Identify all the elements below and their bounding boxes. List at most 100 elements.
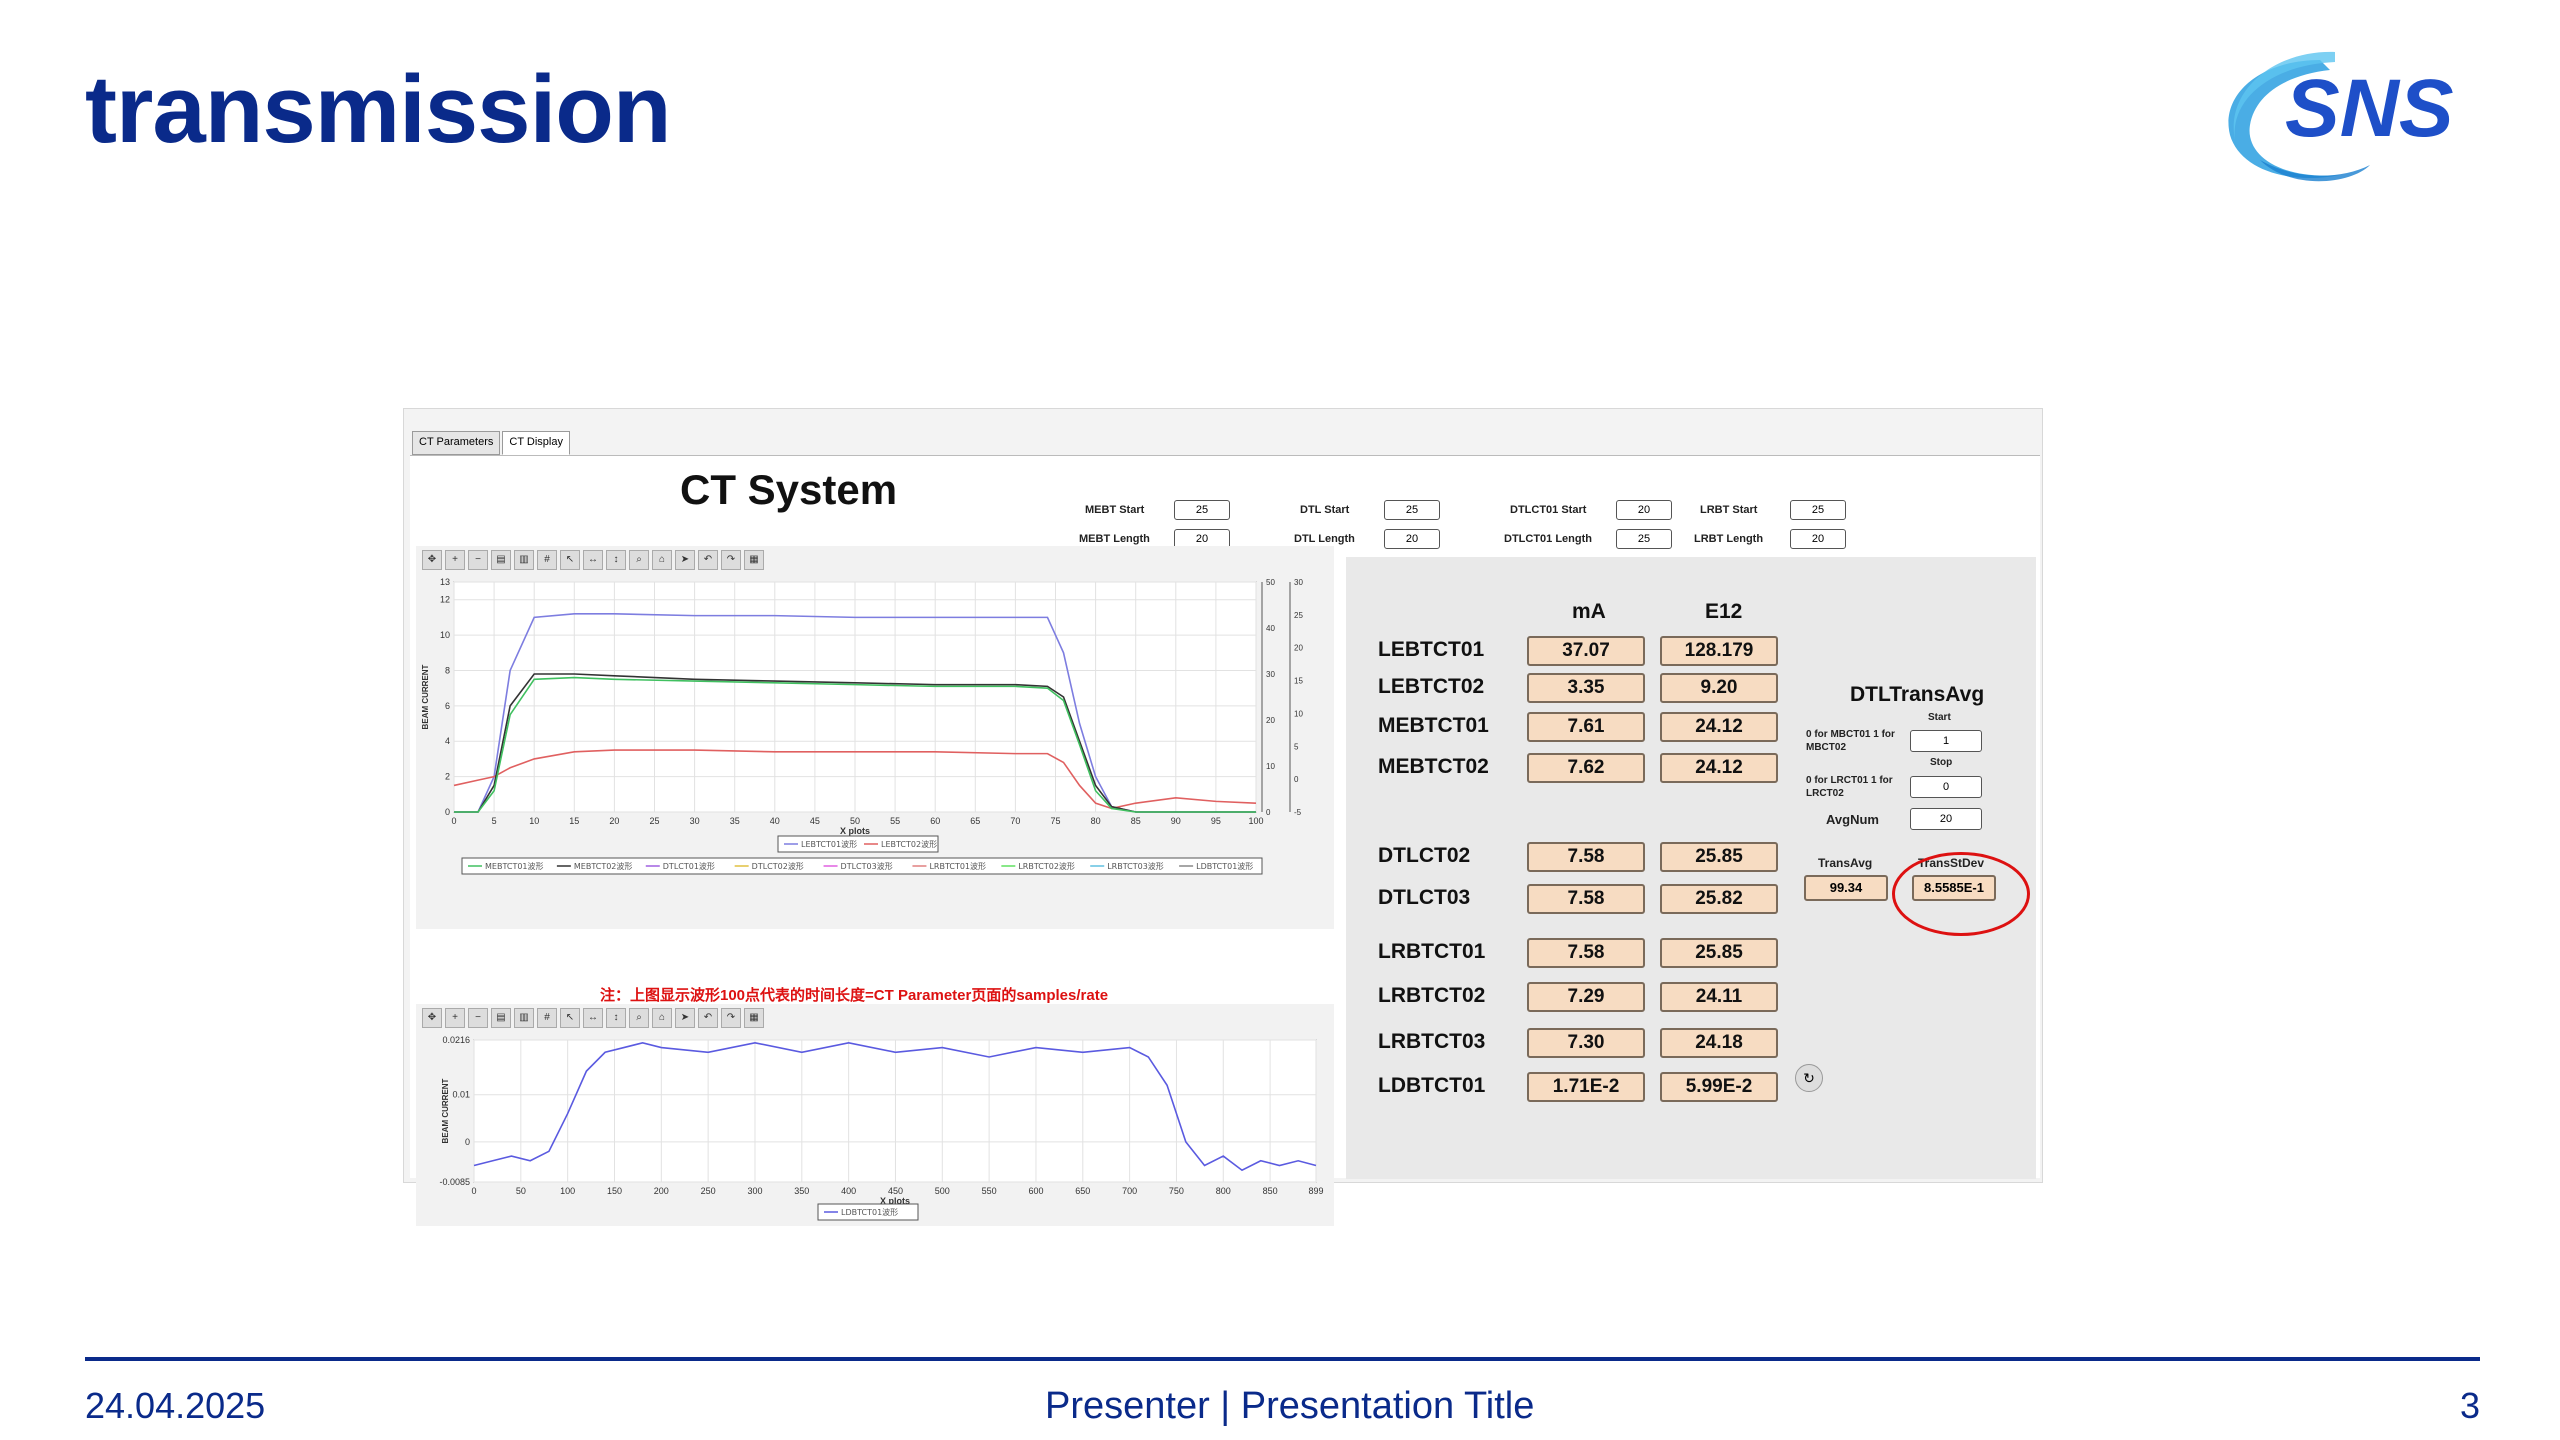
- save-icon[interactable]: ▤: [491, 1008, 511, 1028]
- dtlct01-start-field[interactable]: 20: [1616, 500, 1672, 520]
- y-axis-label: BEAM CURRENT: [441, 1078, 450, 1143]
- x-tick-label: 850: [1263, 1186, 1278, 1196]
- cursor-icon[interactable]: ↖: [560, 550, 580, 570]
- row-label-lrbtct01: LRBTCT01: [1378, 940, 1486, 963]
- tab-ct-display[interactable]: CT Display: [502, 431, 570, 455]
- right-tick-label: 5: [1294, 742, 1299, 751]
- e12-value-mebtct02: 24.12: [1660, 753, 1778, 783]
- ma-value-mebtct01: 7.61: [1527, 712, 1645, 742]
- y-axis-label: BEAM CURRENT: [421, 664, 430, 729]
- row-label-lrbtct02: LRBTCT02: [1378, 984, 1486, 1007]
- x-tick-label: 700: [1122, 1186, 1137, 1196]
- home-icon[interactable]: ⌂: [652, 550, 672, 570]
- legend-main-entry: LEBTCT02波形: [881, 839, 937, 849]
- pan-icon[interactable]: ✥: [422, 1008, 442, 1028]
- legend-secondary-entry: LRBTCT03波形: [1107, 861, 1164, 871]
- refresh-icon[interactable]: ↻: [1795, 1064, 1823, 1092]
- slide-title: transmission: [85, 56, 672, 163]
- print-icon[interactable]: ▥: [514, 1008, 534, 1028]
- print-icon[interactable]: ▥: [514, 550, 534, 570]
- x-tick-label: 0: [471, 1186, 476, 1196]
- select-icon[interactable]: ➤: [675, 550, 695, 570]
- transavg-label: TransAvg: [1818, 856, 1873, 870]
- y-tick-label: 0.0216: [442, 1035, 470, 1045]
- zoom-y-icon[interactable]: ↕: [606, 550, 626, 570]
- y-tick-label: 0.01: [452, 1090, 470, 1100]
- grid-icon[interactable]: #: [537, 550, 557, 570]
- zoom-in-icon[interactable]: +: [445, 1008, 465, 1028]
- right-tick-label: 50: [1266, 578, 1275, 587]
- ct-system-title: CT System: [680, 466, 898, 513]
- dtlct01-length-label: DTLCT01 Length: [1504, 533, 1592, 545]
- x-tick-label: 200: [654, 1186, 669, 1196]
- dtl-start-field[interactable]: 25: [1384, 500, 1440, 520]
- right-tick-label: 0: [1294, 775, 1299, 784]
- x-tick-label: 250: [701, 1186, 716, 1196]
- right-tick-label: 0: [1266, 808, 1271, 817]
- right-tick-label: 20: [1266, 716, 1275, 725]
- x-tick-label: 25: [649, 816, 659, 826]
- e12-value-ldbtct01: 5.99E-2: [1660, 1072, 1778, 1102]
- save-icon[interactable]: ▤: [491, 550, 511, 570]
- zoom-out-icon[interactable]: −: [468, 1008, 488, 1028]
- export-icon[interactable]: ▦: [744, 1008, 764, 1028]
- legend-secondary-entry: LRBTCT02波形: [1018, 861, 1075, 871]
- x-tick-label: 80: [1091, 816, 1101, 826]
- legend-secondary-entry: LRBTCT01波形: [929, 861, 986, 871]
- legend-lower-entry: LDBTCT01波形: [841, 1207, 898, 1217]
- start-field[interactable]: 1: [1910, 730, 1982, 752]
- row-label-lebtct01: LEBTCT01: [1378, 638, 1485, 661]
- magnify-icon[interactable]: ⌕: [629, 550, 649, 570]
- undo-icon[interactable]: ↶: [698, 550, 718, 570]
- dtl-length-field[interactable]: 20: [1384, 529, 1440, 549]
- home-icon[interactable]: ⌂: [652, 1008, 672, 1028]
- avgnum-field[interactable]: 20: [1910, 808, 1982, 830]
- lrbt-length-field[interactable]: 20: [1790, 529, 1846, 549]
- upper-beam-current-chart: 0 5 10 15 20 25 30 35 40 45 50 55 60 65 70 75 80 85 90 95 10…: [421, 577, 1303, 875]
- x-tick-label: 30: [690, 816, 700, 826]
- x-tick-label: 50: [516, 1186, 526, 1196]
- zoom-x-icon[interactable]: ↔: [583, 1008, 603, 1028]
- upper-chart-toolbar: ✥ + − ▤ ▥ # ↖ ↔ ↕ ⌕ ⌂ ➤ ↶ ↷ ▦: [422, 550, 764, 570]
- dtlct01-length-field[interactable]: 25: [1616, 529, 1672, 549]
- legend-main-box: [777, 835, 939, 853]
- undo-icon[interactable]: ↶: [698, 1008, 718, 1028]
- lrbt-length-label: LRBT Length: [1694, 533, 1764, 545]
- legend-main-entry: LEBTCT01波形: [801, 839, 857, 849]
- pan-icon[interactable]: ✥: [422, 550, 442, 570]
- tab-ct-parameters[interactable]: CT Parameters: [412, 431, 501, 455]
- x-tick-label: 300: [747, 1186, 762, 1196]
- export-icon[interactable]: ▦: [744, 550, 764, 570]
- select-icon[interactable]: ➤: [675, 1008, 695, 1028]
- ct-system-screenshot: CT Parameters CT Display CT System MEBT …: [403, 408, 2043, 1226]
- transavg-value: 99.34: [1804, 875, 1888, 901]
- y-tick-label: 0: [445, 807, 450, 817]
- mebt-start-field[interactable]: 25: [1174, 500, 1230, 520]
- cursor-icon[interactable]: ↖: [560, 1008, 580, 1028]
- redo-icon[interactable]: ↷: [721, 550, 741, 570]
- redo-icon[interactable]: ↷: [721, 1008, 741, 1028]
- x-tick-label: 450: [888, 1186, 903, 1196]
- mebt-length-field[interactable]: 20: [1174, 529, 1230, 549]
- ma-value-ldbtct01: 1.71E-2: [1527, 1072, 1645, 1102]
- zoom-x-icon[interactable]: ↔: [583, 550, 603, 570]
- dtl-trans-avg-title: DTLTransAvg: [1850, 683, 1985, 706]
- zoom-y-icon[interactable]: ↕: [606, 1008, 626, 1028]
- stop-field[interactable]: 0: [1910, 776, 1982, 798]
- x-tick-label: 500: [935, 1186, 950, 1196]
- magnify-icon[interactable]: ⌕: [629, 1008, 649, 1028]
- ma-value-mebtct02: 7.62: [1527, 753, 1645, 783]
- y-tick-label: 4: [445, 736, 450, 746]
- x-tick-label: 0: [451, 816, 456, 826]
- row-label-ldbtct01: LDBTCT01: [1378, 1074, 1486, 1097]
- start-hint: 0 for MBCT01 1 for MBCT02: [1806, 729, 1895, 753]
- y-tick-label: 6: [445, 701, 450, 711]
- grid-icon[interactable]: #: [537, 1008, 557, 1028]
- zoom-in-icon[interactable]: +: [445, 550, 465, 570]
- x-axis-label: X plots: [880, 1196, 910, 1206]
- x-tick-label: 65: [970, 816, 980, 826]
- zoom-out-icon[interactable]: −: [468, 550, 488, 570]
- x-tick-label: 45: [810, 816, 820, 826]
- lrbt-start-field[interactable]: 25: [1790, 500, 1846, 520]
- x-tick-label: 40: [770, 816, 780, 826]
